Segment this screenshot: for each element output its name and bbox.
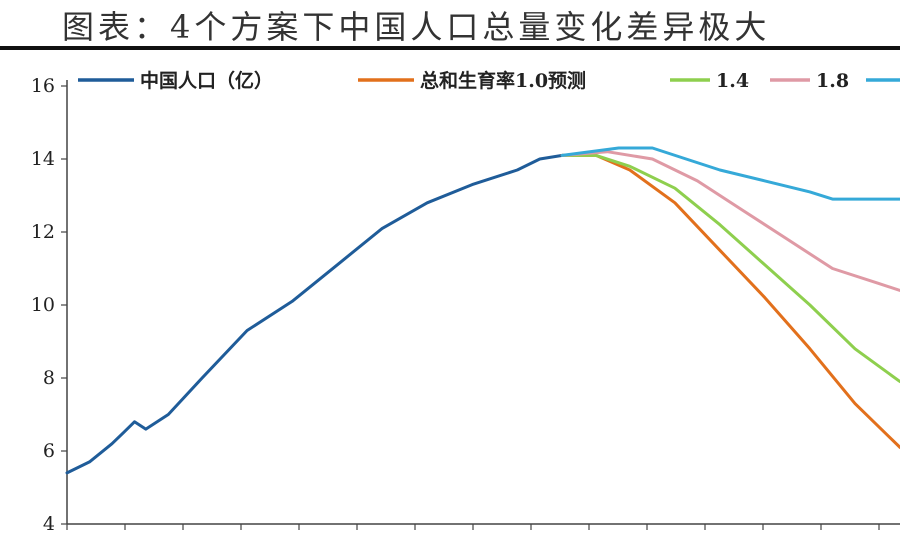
axes: 4 6 8 10 12 14 16 bbox=[31, 75, 900, 533]
legend-label-3: 1.4 bbox=[716, 70, 749, 92]
legend-label-2: 总和生育率1.0预测 bbox=[420, 69, 586, 92]
legend-label-1: 中国人口（亿） bbox=[140, 69, 273, 92]
series-line-1 bbox=[65, 153, 564, 475]
legend-label-4: 1.8 bbox=[816, 70, 849, 92]
chart-title: 图表：4个方案下中国人口总量变化差异极大 bbox=[62, 8, 771, 46]
y-tick-label: 8 bbox=[43, 367, 55, 389]
series-lines bbox=[65, 146, 900, 475]
title-divider bbox=[0, 46, 900, 50]
y-tick-label: 16 bbox=[31, 75, 55, 97]
legend: 中国人口（亿） 总和生育率1.0预测 1.4 1.8 bbox=[78, 69, 900, 92]
series-line-3 bbox=[560, 153, 900, 384]
y-tick-label: 10 bbox=[31, 294, 55, 316]
y-tick-label: 12 bbox=[31, 221, 55, 243]
y-tick-label: 4 bbox=[43, 513, 55, 533]
series-line-4 bbox=[560, 150, 900, 292]
y-tick-label: 6 bbox=[43, 440, 55, 462]
y-tick-label: 14 bbox=[31, 148, 55, 170]
series-line-5 bbox=[560, 146, 900, 201]
